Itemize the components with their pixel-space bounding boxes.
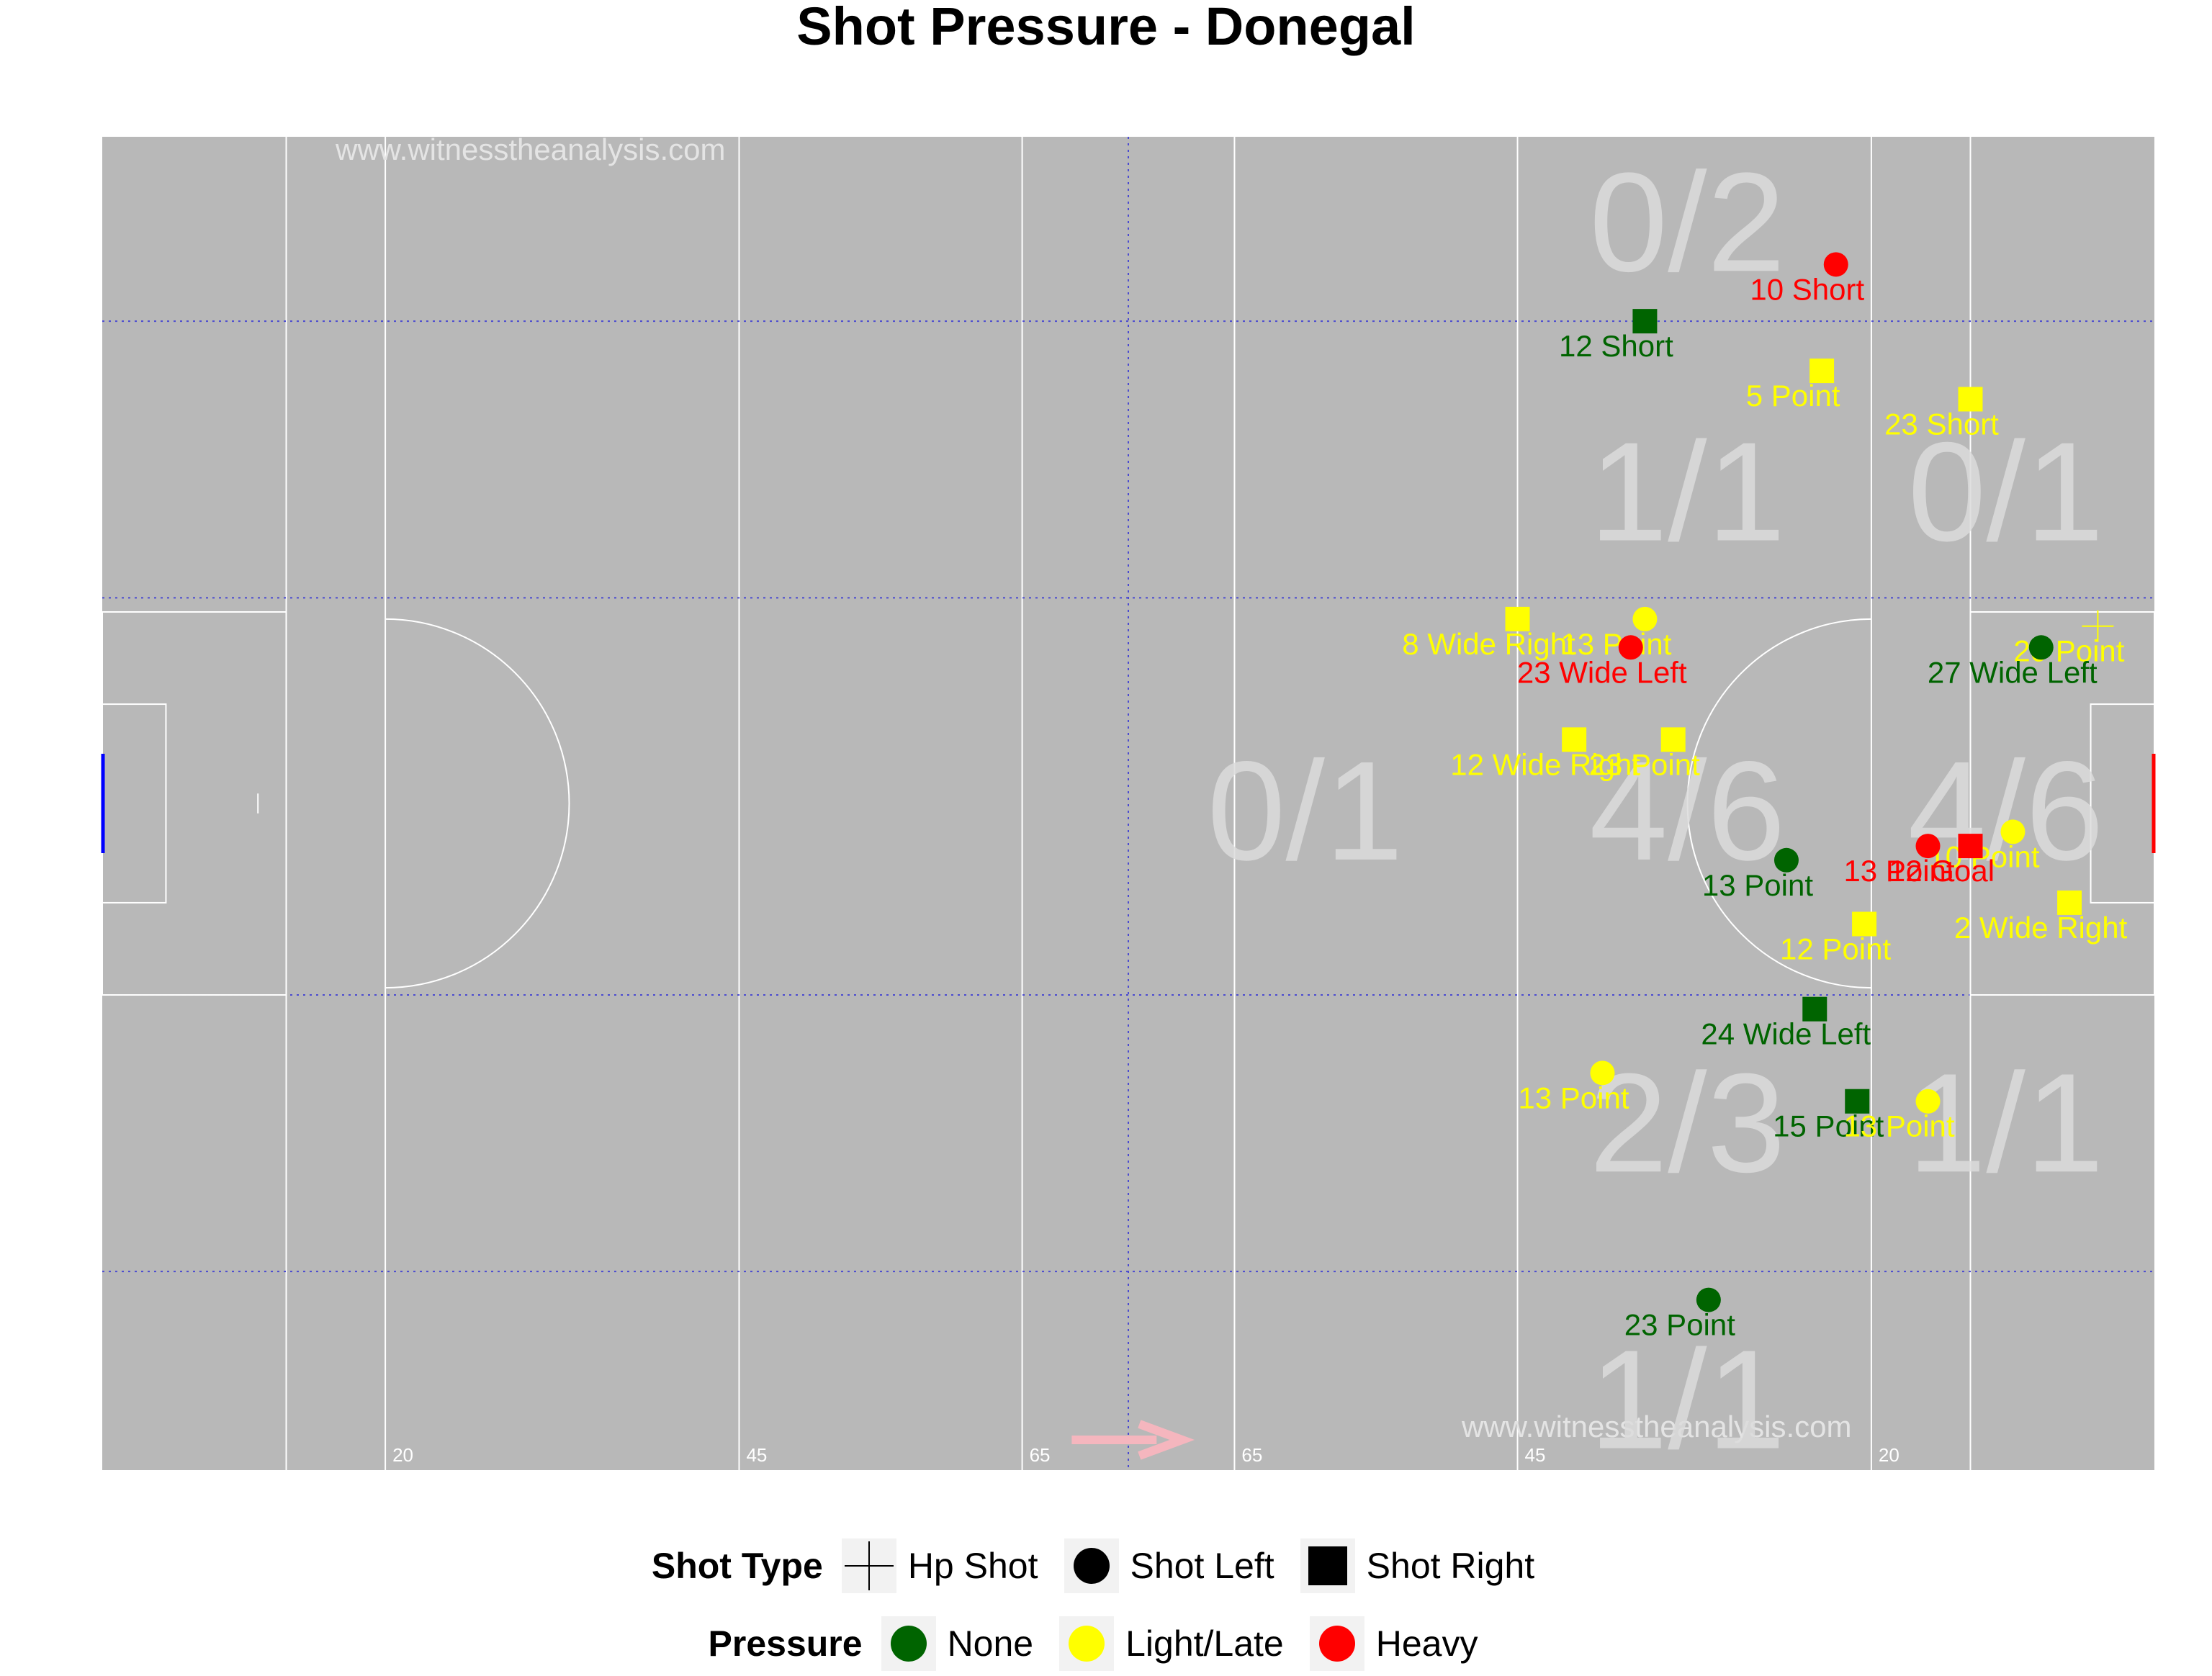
legend-key-shot-right xyxy=(1300,1538,1355,1593)
zone-label: 0/2 xyxy=(1589,143,1785,301)
shot-marker-circle xyxy=(1590,1060,1615,1086)
shot-marker-square xyxy=(1852,911,1877,937)
shot-marker-circle xyxy=(2028,635,2054,660)
zone-label: 4/6 xyxy=(1907,732,2103,890)
shot-label: 12 Wide Right xyxy=(1450,747,1640,781)
distance-label: 45 xyxy=(746,1444,767,1466)
shot-label: 12 Point xyxy=(1780,932,1891,965)
shot-label: 23 Short xyxy=(1884,407,1999,441)
shot-marker-square xyxy=(1632,309,1658,334)
shot-label: 13 Point xyxy=(1702,868,1813,902)
legend-key-shot-left xyxy=(1064,1538,1119,1593)
pitch-arc xyxy=(385,618,570,989)
circle-icon xyxy=(890,1626,927,1662)
zone-label: 4/6 xyxy=(1589,732,1785,890)
shot-label: 13 Point xyxy=(1560,627,1671,661)
zone-label: 1/1 xyxy=(1907,1044,2103,1202)
shot-marker-square xyxy=(1660,727,1686,752)
legend-key-hp-shot xyxy=(841,1538,896,1593)
shot-label: 8 Wide Right xyxy=(1402,627,1575,661)
pitch-arc xyxy=(1686,618,1871,989)
cross-icon xyxy=(844,1541,894,1590)
legend-label-shot-right: Shot Right xyxy=(1366,1546,1535,1586)
legend-label-none: None xyxy=(947,1623,1034,1664)
shot-label: 24 Wide Left xyxy=(1701,1017,1871,1051)
shot-marker-square xyxy=(2057,890,2082,915)
distance-label: 20 xyxy=(1879,1444,1899,1466)
shot-label: 23 Point xyxy=(1624,1308,1735,1342)
chart-title: Shot Pressure - Donegal xyxy=(796,0,1416,56)
shot-marker-square xyxy=(1562,727,1587,752)
legend-shot-type: Shot Type Hp Shot Shot Left Shot Right xyxy=(0,1533,2212,1598)
shot-label: 2 Wide Right xyxy=(1954,911,2128,945)
shot-marker-circle xyxy=(1632,606,1658,631)
shot-marker-circle xyxy=(1823,252,1848,277)
zone-label: 0/1 xyxy=(1907,413,2103,571)
shot-label: 15 Point xyxy=(1773,1109,1884,1143)
shot-marker-circle xyxy=(1696,1287,1721,1312)
legend-key-light-late xyxy=(1059,1616,1115,1671)
zone-label: 1/1 xyxy=(1589,413,1785,571)
legend-shot-type-title: Shot Type xyxy=(651,1546,823,1586)
shot-marker-square xyxy=(1958,834,1983,859)
shot-label: 13 Point xyxy=(1843,1109,1954,1143)
shot-label: 10 Point xyxy=(1928,839,2039,873)
square-icon xyxy=(1308,1546,1347,1585)
legend-key-none xyxy=(881,1616,936,1671)
shot-label: 23 Wide Left xyxy=(1517,655,1687,689)
shot-marker-circle xyxy=(1915,1089,1941,1114)
shot-marker-square xyxy=(1809,359,1835,384)
shot-label: 13 Point xyxy=(1843,854,1954,888)
legend-label-heavy: Heavy xyxy=(1375,1623,1478,1664)
legend-label-shot-left: Shot Left xyxy=(1130,1546,1274,1586)
shot-label: 12 Goal xyxy=(1889,854,1995,888)
legend-pressure: Pressure None Light/Late Heavy xyxy=(0,1611,2212,1676)
shot-label: 12 Short xyxy=(1559,329,1673,363)
shot-label: 5 Point xyxy=(1746,379,1840,413)
shot-label: 10 Short xyxy=(1750,272,1864,306)
zone-label: 1/1 xyxy=(1589,1320,1785,1478)
zone-label: 2/3 xyxy=(1589,1044,1785,1202)
shot-marker-square xyxy=(1505,606,1530,631)
legend-label-hp-shot: Hp Shot xyxy=(907,1546,1038,1586)
legend-pressure-title: Pressure xyxy=(708,1623,863,1664)
shot-marker-square xyxy=(1802,996,1827,1022)
circle-icon xyxy=(1069,1626,1105,1662)
shot-label: 27 Wide Left xyxy=(1928,655,2098,689)
shot-marker-circle xyxy=(1618,635,1643,660)
shot-marker-circle xyxy=(2000,819,2026,844)
circle-icon xyxy=(1073,1548,1110,1584)
legend-label-light-late: Light/Late xyxy=(1125,1623,1284,1664)
shot-marker-square xyxy=(1845,1089,1870,1114)
shot-label: 23 Point xyxy=(1589,747,1700,781)
zone-label: 0/1 xyxy=(1207,732,1403,890)
distance-label: 65 xyxy=(1241,1444,1262,1466)
distance-label: 65 xyxy=(1030,1444,1051,1466)
shot-label: 13 Point xyxy=(1518,1081,1629,1114)
direction-arrow-head xyxy=(1138,1420,1195,1460)
shot-marker-circle xyxy=(1773,847,1799,873)
watermark: www.witnesstheanalysis.com xyxy=(1461,1410,1852,1443)
pitch-background xyxy=(102,137,2154,1470)
distance-label: 20 xyxy=(392,1444,413,1466)
watermark: www.witnesstheanalysis.com xyxy=(335,132,726,166)
circle-icon xyxy=(1318,1626,1355,1662)
distance-label: 45 xyxy=(1525,1444,1546,1466)
shot-marker-square xyxy=(1958,387,1983,412)
shot-marker-circle xyxy=(1915,834,1941,859)
legend-key-heavy xyxy=(1309,1616,1364,1671)
